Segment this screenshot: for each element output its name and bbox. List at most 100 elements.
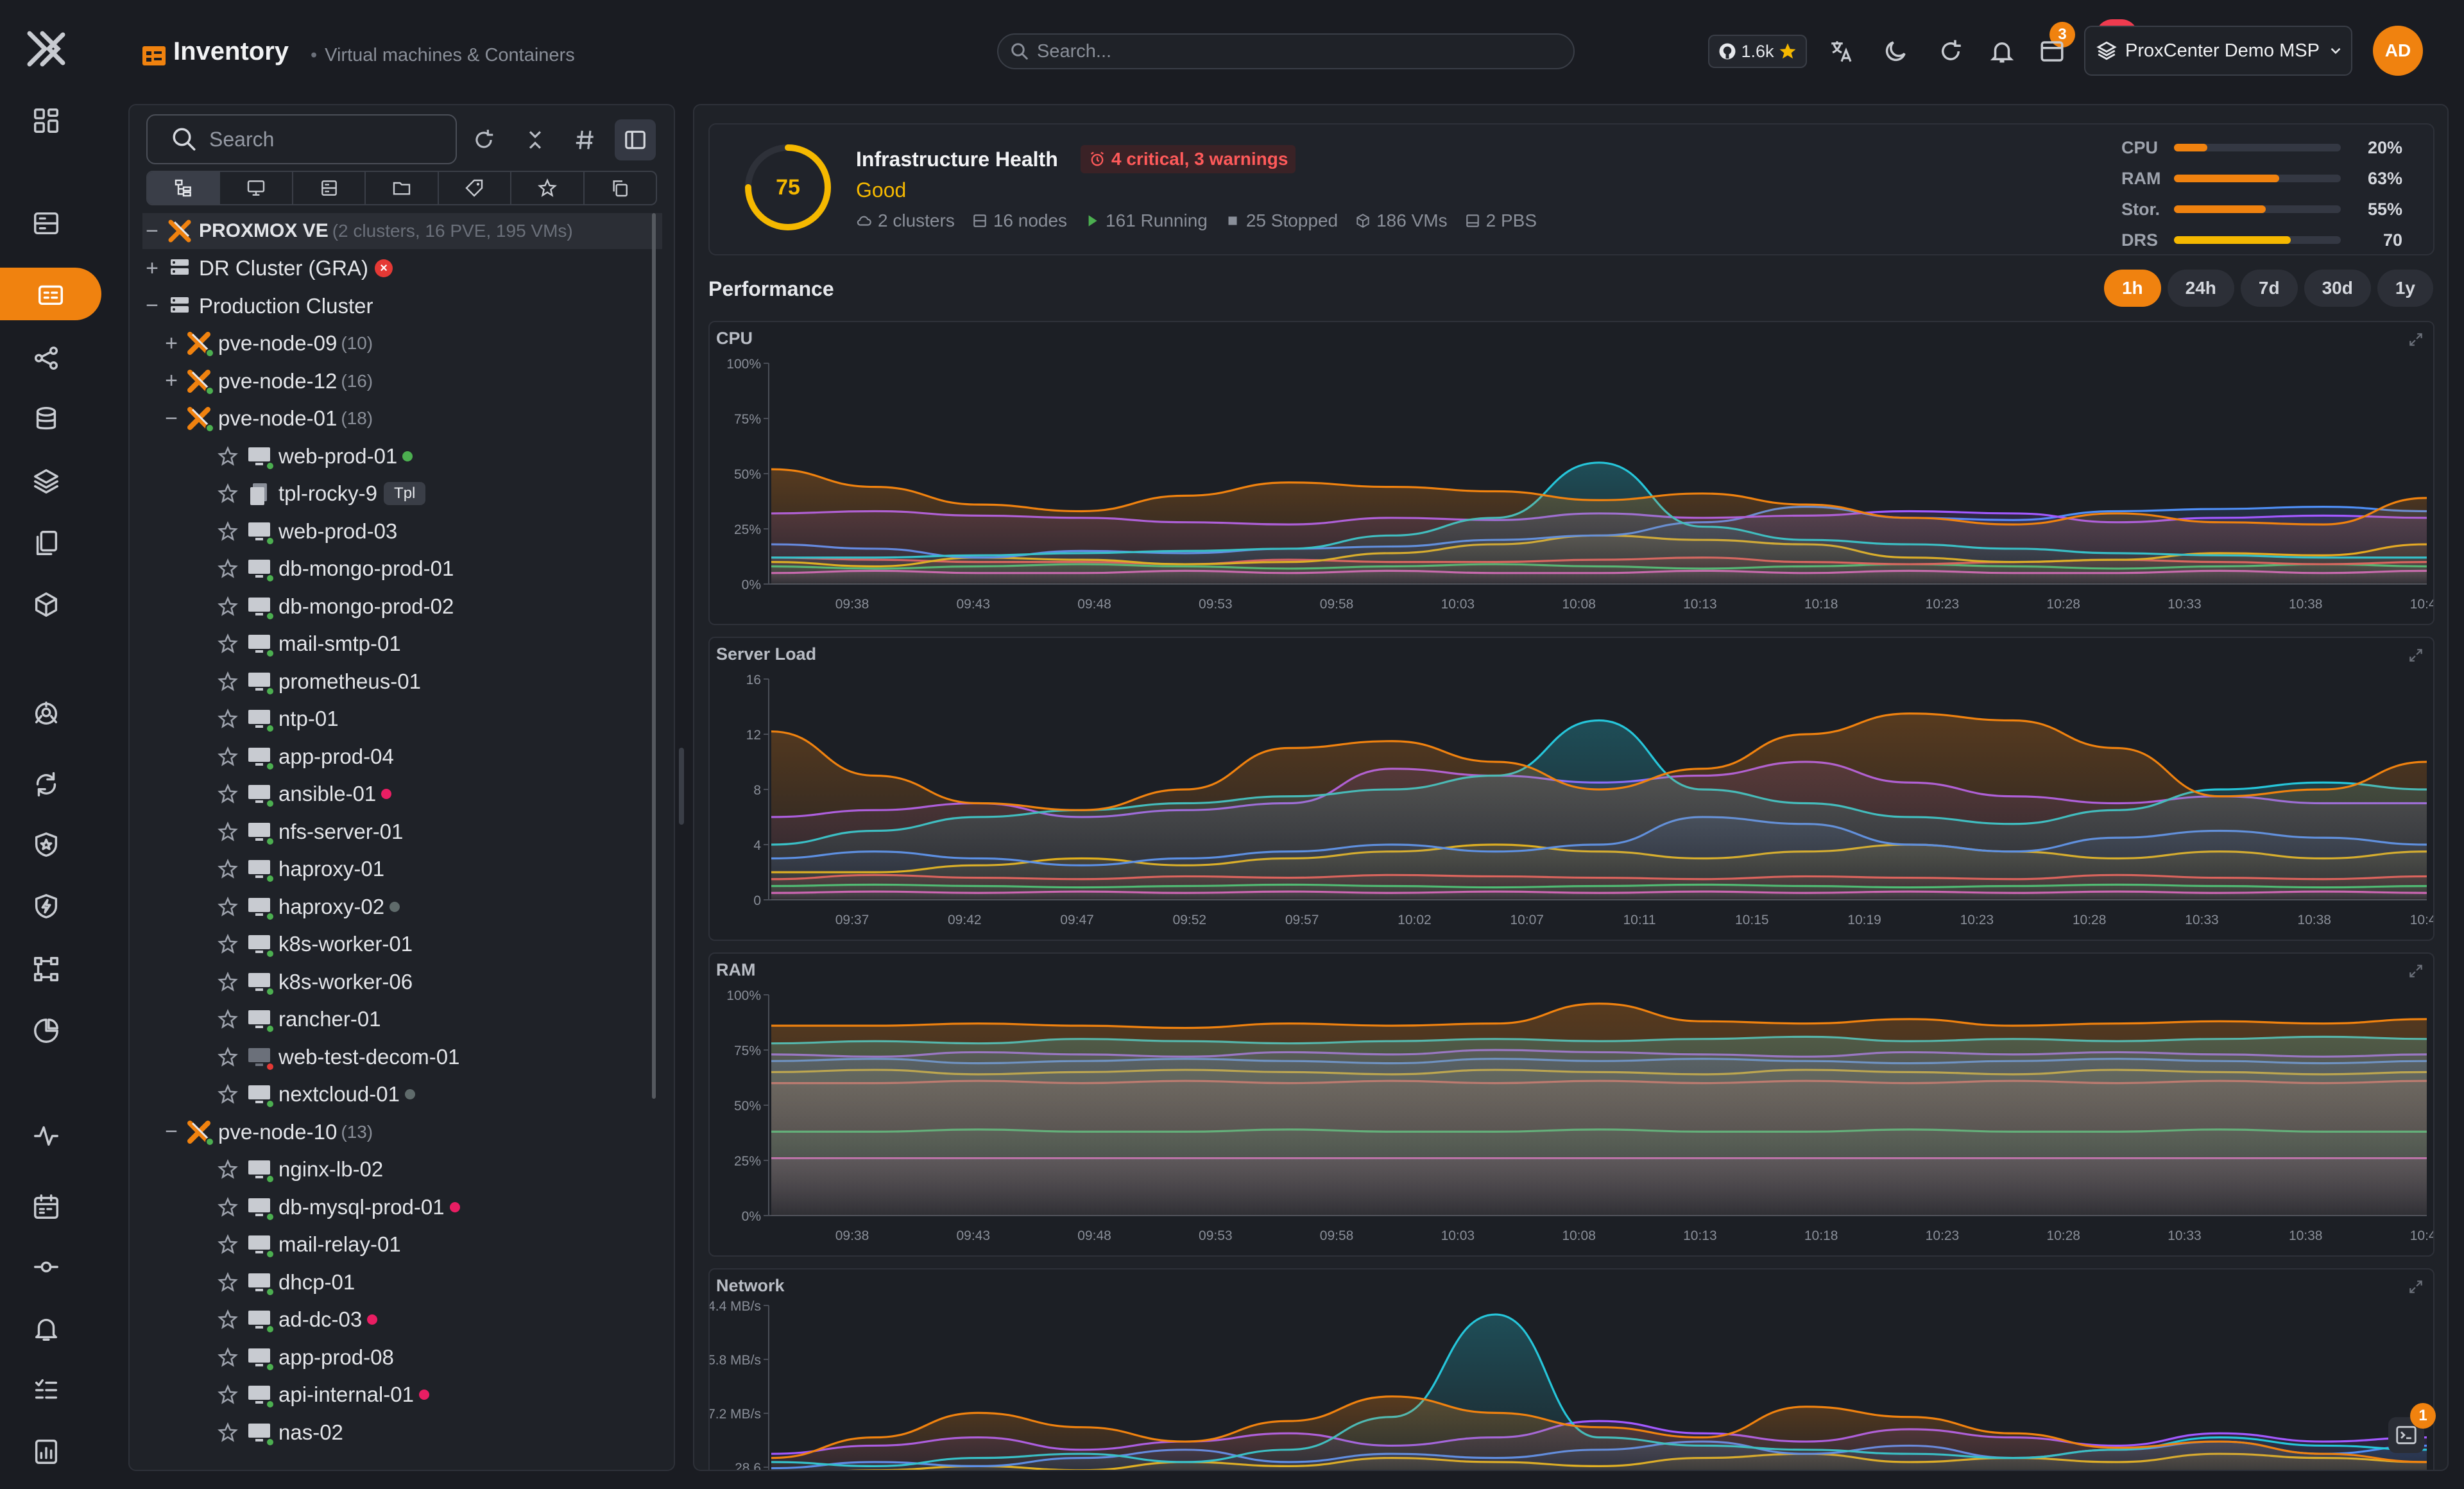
- favorite-star-icon[interactable]: [217, 558, 239, 580]
- nav-layers[interactable]: [22, 457, 71, 506]
- tab-vms-view[interactable]: [220, 172, 293, 204]
- tab-folders-view[interactable]: [366, 172, 439, 204]
- favorite-star-icon[interactable]: [217, 1271, 239, 1293]
- favorite-star-icon[interactable]: [217, 1008, 239, 1030]
- tree-node[interactable]: + pve-node-12 (16): [162, 363, 373, 399]
- tab-templates-view[interactable]: [585, 172, 656, 204]
- nav-shield-bolt[interactable]: [22, 882, 71, 931]
- tree-vm[interactable]: nas-02: [217, 1415, 343, 1450]
- tree-vm[interactable]: dhcp-01: [217, 1264, 355, 1300]
- theme-toggle-button[interactable]: [1876, 32, 1915, 71]
- expand-toggle[interactable]: +: [165, 331, 178, 356]
- tree-vm[interactable]: ansible-01: [217, 776, 392, 812]
- favorite-star-icon[interactable]: [217, 821, 239, 843]
- health-alert-badge[interactable]: 4 critical, 3 warnings: [1081, 145, 1296, 173]
- tab-tags-view[interactable]: [439, 172, 512, 204]
- tree-cluster[interactable]: − Production Cluster: [142, 288, 373, 324]
- nav-inventory[interactable]: [0, 268, 101, 320]
- tree-vm[interactable]: app-prod-08: [217, 1339, 394, 1375]
- global-search[interactable]: [997, 33, 1575, 69]
- tree-vm[interactable]: ntp-01: [217, 701, 339, 737]
- nav-container[interactable]: [22, 580, 71, 629]
- favorite-star-icon[interactable]: [217, 933, 239, 955]
- tree-vm[interactable]: api-internal-01: [217, 1377, 429, 1413]
- nav-activity[interactable]: [22, 1112, 71, 1160]
- user-avatar[interactable]: AD: [2373, 26, 2423, 76]
- tree-vm[interactable]: nfs-server-01: [217, 814, 403, 850]
- notifications-button[interactable]: [1983, 32, 2021, 71]
- range-30d[interactable]: 30d: [2304, 270, 2371, 307]
- tab-favorites-view[interactable]: [511, 172, 585, 204]
- favorite-star-icon[interactable]: [217, 1384, 239, 1406]
- favorite-star-icon[interactable]: [217, 971, 239, 993]
- tree-vm[interactable]: web-prod-01: [217, 438, 413, 474]
- favorite-star-icon[interactable]: [217, 1422, 239, 1443]
- tree-search[interactable]: [146, 114, 457, 164]
- tree-vm[interactable]: mail-relay-01: [217, 1226, 401, 1262]
- favorite-star-icon[interactable]: [217, 671, 239, 693]
- favorite-star-icon[interactable]: [217, 483, 239, 504]
- nav-calendar[interactable]: [22, 1182, 71, 1231]
- expand-chart-icon[interactable]: [2408, 963, 2424, 979]
- expand-toggle[interactable]: +: [165, 368, 178, 393]
- tree-node[interactable]: + pve-node-09 (10): [162, 325, 373, 361]
- tree-scrollbar[interactable]: [652, 213, 656, 1099]
- expand-toggle[interactable]: +: [146, 255, 158, 280]
- tree-node[interactable]: − pve-node-01 (18): [162, 400, 373, 436]
- tree-show-ids-button[interactable]: [565, 119, 606, 160]
- range-24h[interactable]: 24h: [2167, 270, 2234, 307]
- tree-vm[interactable]: ad-dc-03: [217, 1302, 378, 1338]
- tree-vm[interactable]: mail-smtp-01: [217, 626, 401, 662]
- nav-bell[interactable]: [22, 1304, 71, 1353]
- favorite-star-icon[interactable]: [217, 708, 239, 730]
- tenant-selector[interactable]: ProxCenter Demo MSP: [2084, 26, 2352, 76]
- tree-search-input[interactable]: [209, 127, 440, 151]
- expand-toggle[interactable]: −: [146, 293, 158, 318]
- tree-vm[interactable]: k8s-worker-01: [217, 926, 413, 962]
- updates-button[interactable]: [1931, 32, 1970, 71]
- global-search-input[interactable]: [1037, 40, 1550, 62]
- favorite-star-icon[interactable]: [217, 1234, 239, 1255]
- nav-shield-star[interactable]: [22, 820, 71, 869]
- expand-toggle[interactable]: −: [165, 1119, 178, 1144]
- tree-vm[interactable]: nginx-lb-02: [217, 1151, 383, 1187]
- favorite-star-icon[interactable]: [217, 1158, 239, 1180]
- nav-monitor[interactable]: [22, 688, 71, 737]
- tree-cluster[interactable]: + DR Cluster (GRA) ×: [142, 250, 393, 286]
- tree-vm[interactable]: nextcloud-01: [217, 1076, 415, 1112]
- favorite-star-icon[interactable]: [217, 445, 239, 467]
- github-stars-button[interactable]: 1.6k: [1708, 35, 1807, 68]
- nav-sync[interactable]: [22, 760, 71, 809]
- expand-chart-icon[interactable]: [2408, 647, 2424, 664]
- tree-vm[interactable]: haproxy-01: [217, 851, 384, 887]
- layout-button[interactable]: [2033, 32, 2071, 71]
- expand-toggle[interactable]: −: [165, 406, 178, 431]
- tree-root-proxmox[interactable]: − PROXMOX VE (2 clusters, 16 PVE, 195 VM…: [142, 213, 662, 249]
- tree-vm[interactable]: prometheus-01: [217, 664, 421, 700]
- favorite-star-icon[interactable]: [217, 1196, 239, 1218]
- expand-chart-icon[interactable]: [2408, 331, 2424, 348]
- favorite-star-icon[interactable]: [217, 1347, 239, 1368]
- nav-dashboard[interactable]: [22, 96, 71, 145]
- tree-vm[interactable]: k8s-worker-06: [217, 964, 413, 1000]
- favorite-star-icon[interactable]: [217, 1083, 239, 1105]
- tree-vm[interactable]: rancher-01: [217, 1001, 381, 1037]
- nav-commit[interactable]: [22, 1243, 71, 1291]
- favorite-star-icon[interactable]: [217, 896, 239, 918]
- nav-pie-chart[interactable]: [22, 1006, 71, 1055]
- nav-report[interactable]: [22, 1427, 71, 1476]
- tree-sidebar-toggle-button[interactable]: [615, 119, 656, 160]
- tree-vm[interactable]: web-test-decom-01: [217, 1039, 459, 1075]
- tree-node[interactable]: − pve-node-10 (13): [162, 1114, 373, 1150]
- favorite-star-icon[interactable]: [217, 1046, 239, 1068]
- tab-tree-view[interactable]: [148, 172, 221, 204]
- tree-vm[interactable]: db-mysql-prod-01: [217, 1189, 460, 1225]
- tree-refresh-button[interactable]: [463, 119, 504, 160]
- tree-vm[interactable]: app-prod-04: [217, 739, 394, 775]
- favorite-star-icon[interactable]: [217, 1309, 239, 1330]
- nav-task-list[interactable]: [22, 1366, 71, 1415]
- expand-chart-icon[interactable]: [2408, 1278, 2424, 1295]
- nav-topology[interactable]: [22, 334, 71, 383]
- tree-vm[interactable]: web-prod-03: [217, 513, 397, 549]
- favorite-star-icon[interactable]: [217, 633, 239, 655]
